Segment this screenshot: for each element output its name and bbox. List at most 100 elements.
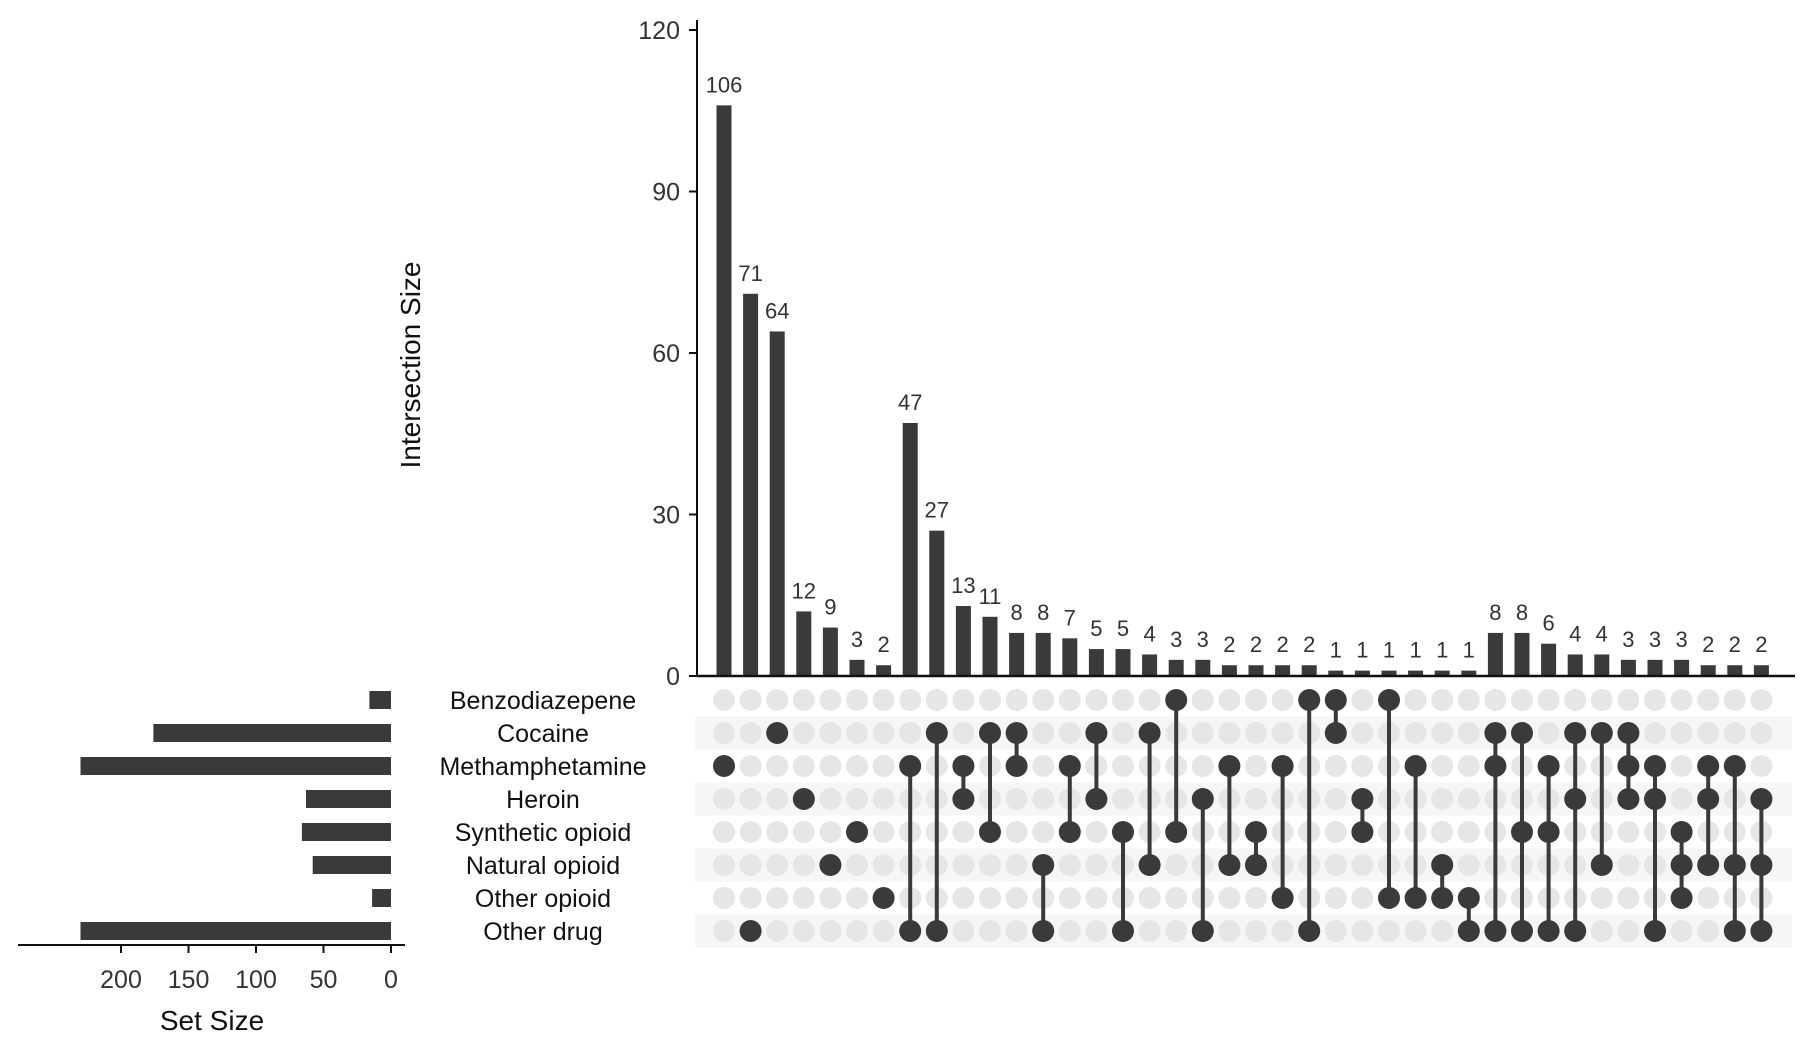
matrix-dot-inactive xyxy=(1670,722,1693,744)
matrix-dot-inactive xyxy=(1085,887,1108,909)
matrix-dot-active xyxy=(1378,689,1400,711)
intersection-bar-label: 27 xyxy=(925,498,949,523)
matrix-dot-inactive xyxy=(766,821,789,843)
intersection-bar-label: 47 xyxy=(898,390,922,415)
matrix-dot-inactive xyxy=(792,755,815,777)
axes: 0 30 60 90 120 200 150 100 50 0 xyxy=(18,17,1795,994)
intersection-bar xyxy=(1301,665,1317,676)
matrix-dot-inactive xyxy=(1431,689,1454,711)
matrix-dot-inactive xyxy=(1351,689,1374,711)
matrix-dot-inactive xyxy=(872,821,895,843)
intersection-bar-label: 3 xyxy=(1649,627,1661,652)
intersection-bar xyxy=(1062,638,1078,676)
matrix-dot-active xyxy=(1404,755,1427,777)
intersection-bar-label: 5 xyxy=(1117,616,1129,641)
set-label: Methamphetamine xyxy=(439,753,646,781)
matrix-dot-inactive xyxy=(739,722,762,744)
y-tick-label: 60 xyxy=(652,340,680,368)
intersection-bar-label: 3 xyxy=(1170,627,1182,652)
matrix-dot-inactive xyxy=(1404,722,1427,744)
matrix-dot-inactive xyxy=(1005,689,1028,711)
matrix-dot-inactive xyxy=(846,854,868,876)
matrix-dot-inactive xyxy=(1058,689,1081,711)
set-label: Other opioid xyxy=(475,885,611,913)
matrix-dot-active xyxy=(1697,854,1720,876)
intersection-bar-label: 8 xyxy=(1489,600,1501,625)
intersection-bar xyxy=(1674,659,1690,676)
matrix-dot-inactive xyxy=(713,920,735,942)
matrix-dot-active xyxy=(1590,854,1613,876)
intersection-bar xyxy=(743,293,759,676)
matrix-dot-active xyxy=(1058,755,1081,777)
intersection-bar xyxy=(1035,632,1051,676)
set-size-bar xyxy=(80,922,391,940)
intersection-bar xyxy=(1727,665,1743,676)
set-size-bar xyxy=(312,856,391,874)
matrix-dot-inactive xyxy=(1617,854,1640,876)
matrix-dot-inactive xyxy=(1590,887,1613,909)
matrix-dot-inactive xyxy=(739,887,762,909)
matrix-dot-inactive xyxy=(979,854,1001,876)
set-size-tick-label: 200 xyxy=(100,966,142,994)
matrix-dot-inactive xyxy=(1723,689,1746,711)
set-size-bar xyxy=(305,790,391,808)
matrix-dot-active xyxy=(846,821,868,843)
matrix-dot-inactive xyxy=(1750,755,1773,777)
matrix-dot-active xyxy=(1537,755,1560,777)
matrix-dot-inactive xyxy=(1005,920,1028,942)
matrix-dot-active xyxy=(766,722,789,744)
matrix-dot-inactive xyxy=(872,722,895,744)
matrix-dot-inactive xyxy=(925,689,948,711)
matrix-dot-active xyxy=(1351,788,1374,810)
matrix-dot-active xyxy=(1723,920,1746,942)
matrix-dot-active xyxy=(1271,755,1294,777)
matrix-dot-inactive xyxy=(1324,755,1347,777)
matrix-dot-inactive xyxy=(846,689,868,711)
matrix-dot-inactive xyxy=(766,788,789,810)
y-axis-title: Intersection Size xyxy=(395,262,426,469)
intersection-bar-label: 1 xyxy=(1356,638,1368,663)
matrix-dot-inactive xyxy=(1032,821,1055,843)
matrix-dot-inactive xyxy=(1138,887,1161,909)
intersection-bar xyxy=(822,627,838,676)
set-labels: Benzodiazepene Cocaine Methamphetamine Hero… xyxy=(439,687,646,946)
matrix-dot-inactive xyxy=(1032,755,1055,777)
set-size-tick-label: 0 xyxy=(384,966,398,994)
matrix-dot-active xyxy=(1324,722,1347,744)
matrix-dot-active xyxy=(1112,920,1134,942)
set-size-bar xyxy=(369,691,391,709)
set-label: Other drug xyxy=(483,918,603,946)
matrix-dot-active xyxy=(872,887,895,909)
matrix-dot-inactive xyxy=(1245,788,1267,810)
matrix-dot-active xyxy=(1457,887,1480,909)
matrix-dot-active xyxy=(1245,821,1267,843)
matrix-dot-inactive xyxy=(1378,920,1400,942)
matrix-dot-inactive xyxy=(1085,920,1108,942)
matrix-dot-active xyxy=(1697,755,1720,777)
matrix-dot-inactive xyxy=(1271,689,1294,711)
matrix-dot-inactive xyxy=(1245,689,1267,711)
intersection-bar xyxy=(1541,643,1557,676)
matrix-dot-inactive xyxy=(739,689,762,711)
matrix-dot-inactive xyxy=(1245,920,1267,942)
intersection-bar-label: 2 xyxy=(877,632,889,657)
matrix-dot-active xyxy=(1511,920,1533,942)
matrix-dot-inactive xyxy=(792,689,815,711)
matrix-dot-active xyxy=(1617,755,1640,777)
matrix-dot-inactive xyxy=(1218,887,1241,909)
set-size-tick-label: 100 xyxy=(235,966,277,994)
matrix-dot-inactive xyxy=(739,755,762,777)
matrix-dot-active xyxy=(925,920,948,942)
intersection-bar xyxy=(1115,649,1131,676)
intersection-bar xyxy=(1009,632,1025,676)
matrix-dot-active xyxy=(899,920,922,942)
matrix-dot-active xyxy=(1165,821,1188,843)
matrix-dot-inactive xyxy=(952,722,975,744)
intersection-bar xyxy=(1620,659,1636,676)
intersection-bar xyxy=(955,606,971,676)
matrix-dot-inactive xyxy=(1750,722,1773,744)
matrix-dot-inactive xyxy=(819,920,842,942)
intersection-bar xyxy=(1142,654,1158,676)
matrix-dot-inactive xyxy=(713,854,735,876)
matrix-dot-inactive xyxy=(1617,887,1640,909)
